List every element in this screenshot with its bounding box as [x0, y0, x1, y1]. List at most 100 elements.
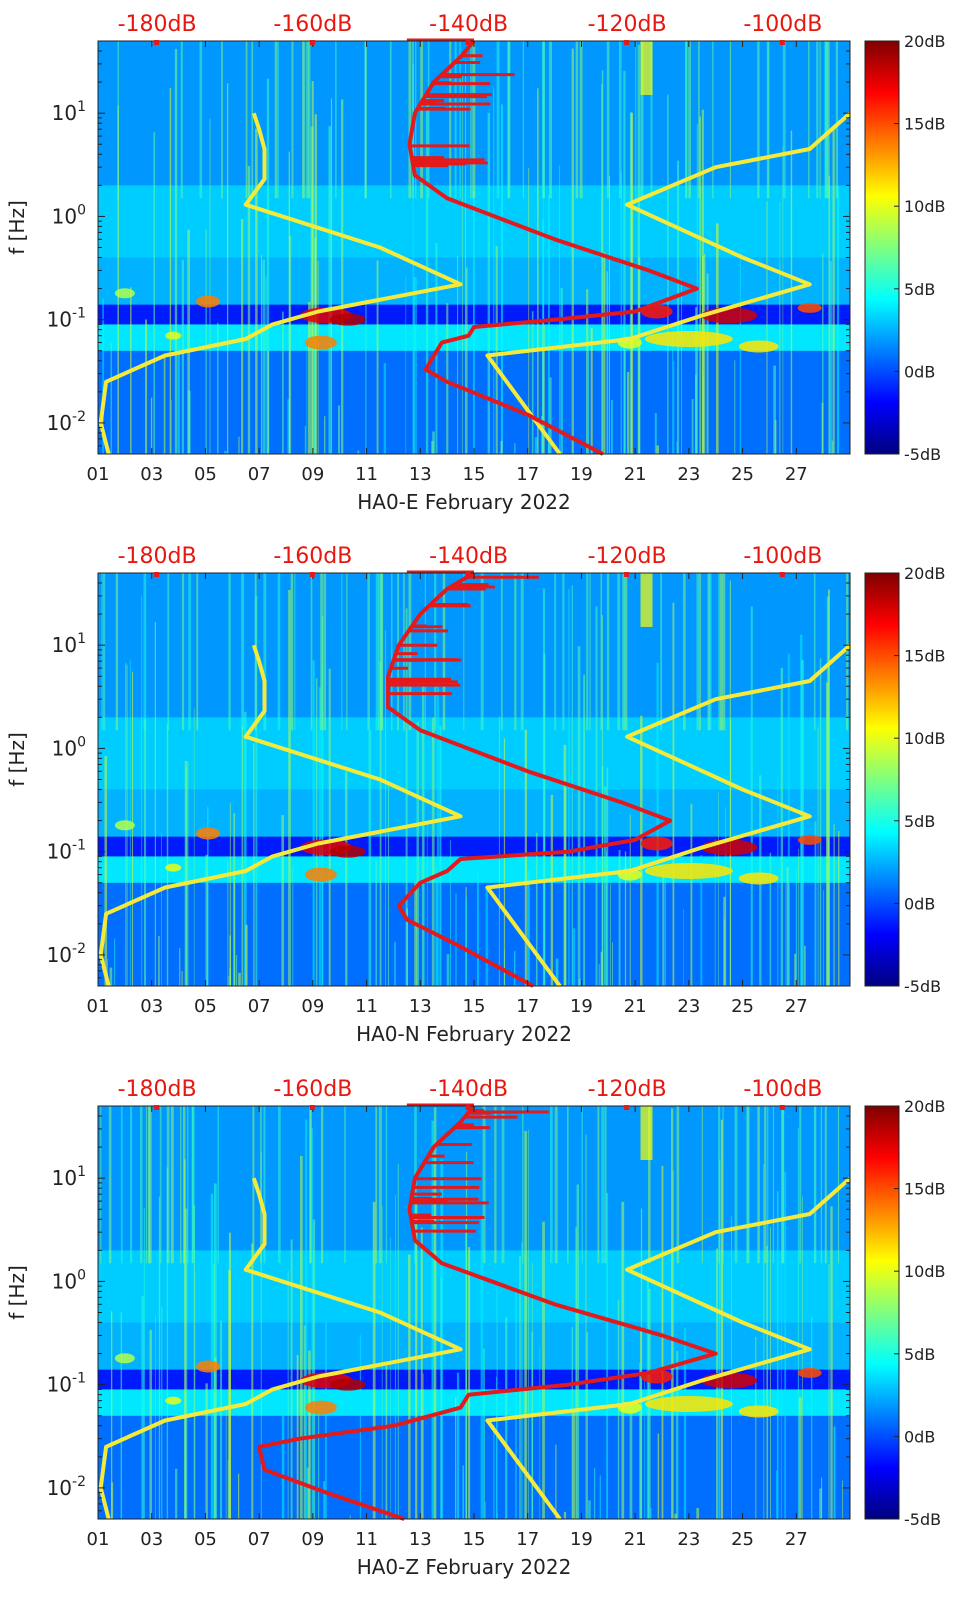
y-axis-label: f [Hz]	[5, 1265, 29, 1320]
top-db-label: -180dB	[118, 12, 197, 37]
x-axis-label: HA0-N February 2022	[356, 1022, 572, 1046]
x-tick-label: 23	[677, 996, 700, 1017]
x-tick-label: 01	[87, 996, 110, 1017]
top-db-label: -160dB	[273, 12, 352, 37]
top-db-tick	[624, 40, 630, 45]
top-db-tick	[465, 40, 471, 45]
x-tick-label: 13	[409, 996, 432, 1017]
top-db-tick	[624, 572, 630, 577]
colorbar-tick-label: 20dB	[904, 32, 946, 51]
x-tick-label: 03	[140, 996, 163, 1017]
y-tick-label: 10-2	[47, 409, 86, 435]
top-db-tick	[779, 572, 785, 577]
top-db-tick	[465, 1105, 471, 1110]
top-db-tick	[309, 40, 315, 45]
y-tick-label: 10-1	[47, 1371, 86, 1397]
top-db-label: -160dB	[273, 544, 352, 569]
x-tick-label: 27	[785, 996, 808, 1017]
x-tick-label: 11	[355, 464, 378, 485]
top-db-tick	[154, 572, 160, 577]
top-db-tick	[309, 572, 315, 577]
x-tick-label: 21	[624, 1529, 647, 1550]
colorbar-tick-label: 15dB	[904, 115, 946, 134]
top-db-label: -120dB	[588, 544, 667, 569]
x-tick-label: 17	[516, 464, 539, 485]
y-tick-label: 101	[52, 631, 86, 657]
x-tick-label: 25	[731, 996, 754, 1017]
yellow-model-right	[485, 111, 852, 456]
colorbar-tick-label: 10dB	[904, 197, 946, 216]
x-tick-label: 21	[624, 464, 647, 485]
y-tick-label: 10-1	[47, 838, 86, 864]
spectrogram-heatmap	[98, 1106, 850, 1519]
top-db-label: -100dB	[743, 12, 822, 37]
colorbar-tick-label: -5dB	[904, 977, 941, 996]
y-tick-label: 101	[52, 99, 86, 125]
x-tick-label: 03	[140, 1529, 163, 1550]
yellow-model-right	[485, 1176, 852, 1521]
yellow-model-left	[98, 112, 463, 455]
top-db-label: -180dB	[118, 544, 197, 569]
top-db-tick	[624, 1105, 630, 1110]
top-db-tick	[154, 40, 160, 45]
x-tick-label: 05	[194, 1529, 217, 1550]
top-db-label: -120dB	[588, 1077, 667, 1102]
x-tick-label: 19	[570, 996, 593, 1017]
y-tick-label: 100	[52, 1267, 86, 1293]
colorbar-tick-label: -5dB	[904, 1510, 941, 1529]
x-tick-label: 15	[463, 996, 486, 1017]
y-axis-label: f [Hz]	[5, 732, 29, 787]
panel-1: 01 03 05 07 09 11 13 15 17 19 21 23 25 27 HA0-E Februa…	[5, 12, 946, 514]
red-psd-curve	[407, 39, 699, 456]
y-tick-label: 10-2	[47, 941, 86, 967]
x-tick-label: 09	[301, 464, 324, 485]
x-tick-label: 25	[731, 464, 754, 485]
top-db-label: -100dB	[743, 544, 822, 569]
y-tick-label: 100	[52, 734, 86, 760]
colorbar-tick-label: 5dB	[904, 812, 935, 831]
top-db-label: -140dB	[429, 12, 508, 37]
panel-3: 01 03 05 07 09 11 13 15 17 19 21 23 25 27 HA0-Z Februa…	[5, 1077, 946, 1579]
colorbar-tick-label: 10dB	[904, 1262, 946, 1281]
y-tick-label: 100	[52, 202, 86, 228]
colorbar-tick-label: 10dB	[904, 729, 946, 748]
colorbar-tick-label: -5dB	[904, 445, 941, 464]
colorbar: -5dB 0dB 5dB 10dB 15dB 20dB	[864, 564, 946, 996]
top-db-tick	[309, 1105, 315, 1110]
x-tick-label: 15	[463, 1529, 486, 1550]
y-tick-label: 10-1	[47, 306, 86, 332]
y-tick-label: 101	[52, 1164, 86, 1190]
spectrogram-heatmap	[98, 573, 851, 986]
x-tick-label: 27	[785, 464, 808, 485]
panel-2: 01 03 05 07 09 11 13 15 17 19 21 23 25 27 HA0-N Februa…	[5, 544, 946, 1046]
x-tick-label: 07	[248, 996, 271, 1017]
x-axis-label: HA0-Z February 2022	[357, 1555, 572, 1579]
x-tick-label: 21	[624, 996, 647, 1017]
colorbar-tick-label: 0dB	[904, 894, 935, 913]
yellow-model-left	[98, 644, 463, 987]
x-tick-label: 25	[731, 1529, 754, 1550]
x-tick-label: 19	[570, 1529, 593, 1550]
x-axis-label: HA0-E February 2022	[357, 490, 571, 514]
red-psd-fringe	[406, 38, 515, 168]
x-tick-label: 11	[355, 996, 378, 1017]
colorbar-tick-label: 0dB	[904, 362, 935, 381]
colorbar-tick-label: 0dB	[904, 1427, 935, 1446]
x-tick-label: 19	[570, 464, 593, 485]
colorbar-tick-label: 15dB	[904, 647, 946, 666]
x-tick-label: 27	[785, 1529, 808, 1550]
x-tick-label: 17	[516, 996, 539, 1017]
x-tick-label: 07	[248, 464, 271, 485]
top-db-label: -100dB	[743, 1077, 822, 1102]
top-db-tick	[779, 40, 785, 45]
x-tick-label: 15	[463, 464, 486, 485]
top-db-tick	[154, 1105, 160, 1110]
x-tick-label: 05	[194, 464, 217, 485]
top-db-label: -160dB	[273, 1077, 352, 1102]
spectrogram-heatmap	[98, 41, 850, 455]
x-tick-label: 09	[301, 1529, 324, 1550]
x-tick-label: 23	[677, 1529, 700, 1550]
colorbar: -5dB 0dB 5dB 10dB 15dB 20dB	[864, 32, 946, 464]
red-psd-fringe	[406, 1103, 549, 1233]
colorbar-tick-label: 20dB	[904, 564, 946, 583]
